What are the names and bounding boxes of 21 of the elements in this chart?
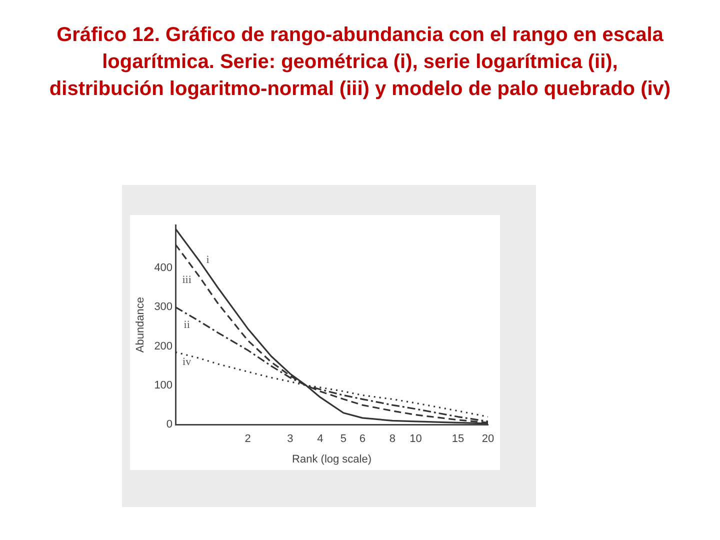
y-tick-label: 300 — [154, 301, 173, 314]
x-tick-label: 3 — [287, 433, 294, 446]
x-tick-label: 2 — [244, 433, 251, 446]
chart-title: Gráfico 12. Gráfico de rango-abundancia con el rango en escala logarítmica. Serie: geométrica (i), serie logarítmica (ii), distribución logaritmo-normal (iii) y modelo de palo quebrado (iv) — [48, 23, 672, 102]
series-label: iii — [182, 274, 192, 286]
y-tick-label: 400 — [154, 262, 173, 274]
x-tick-label: 4 — [317, 433, 324, 446]
y-axis-title: Abundance — [134, 296, 147, 353]
y-tick-label: 200 — [154, 340, 173, 352]
y-tick-label: 0 — [166, 418, 173, 431]
x-axis-title: Rank (log scale) — [292, 453, 372, 466]
series-label: i — [206, 254, 210, 266]
x-tick-label: 6 — [359, 433, 366, 446]
x-tick-label: 8 — [389, 433, 396, 446]
series-label: iv — [182, 356, 192, 368]
x-tick-label: 15 — [452, 433, 464, 446]
series-label: ii — [184, 318, 190, 331]
x-tick-label: 20 — [482, 433, 494, 446]
x-tick-label: 5 — [340, 433, 346, 446]
y-tick-label: 100 — [154, 379, 173, 392]
x-tick-label: 10 — [410, 433, 422, 446]
